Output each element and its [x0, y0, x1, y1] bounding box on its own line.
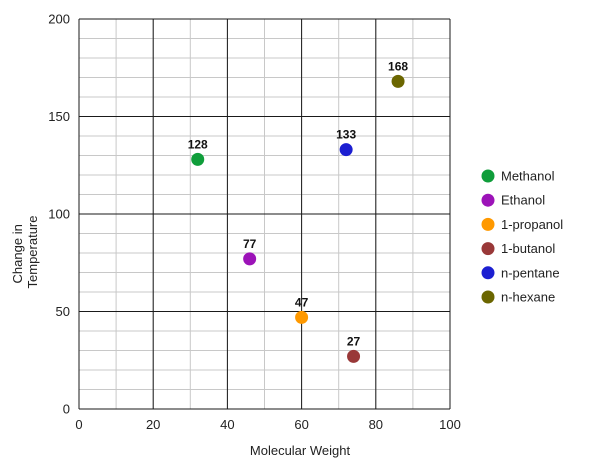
- data-label: 168: [388, 59, 408, 73]
- legend: Methanol Ethanol 1-propanol 1-butanol n-pent…: [481, 169, 563, 305]
- x-tick-label: 80: [369, 417, 383, 432]
- legend-marker: [481, 193, 495, 207]
- x-tick-label: 100: [439, 417, 461, 432]
- x-axis-ticks: 0 20 40 60 80 100: [75, 417, 460, 432]
- x-tick-label: 0: [75, 417, 82, 432]
- y-axis-label: Change in Temperature: [10, 216, 40, 289]
- legend-marker: [481, 217, 495, 231]
- data-point-ethanol: [243, 252, 257, 266]
- y-tick-label: 50: [56, 304, 70, 319]
- legend-marker: [481, 169, 495, 183]
- legend-label: 1-propanol: [501, 217, 563, 232]
- x-tick-label: 40: [220, 417, 234, 432]
- x-tick-label: 60: [294, 417, 308, 432]
- data-label: 77: [243, 237, 257, 251]
- data-point-n-hexane: [391, 74, 405, 88]
- data-label: 133: [336, 128, 356, 142]
- legend-label: 1-butanol: [501, 241, 555, 256]
- data-label: 47: [295, 295, 309, 309]
- y-tick-label: 100: [48, 207, 70, 222]
- y-tick-label: 150: [48, 109, 70, 124]
- y-tick-label: 200: [48, 12, 70, 27]
- y-axis-label-line-2: Temperature: [25, 216, 40, 289]
- legend-marker: [481, 242, 495, 256]
- x-tick-label: 20: [146, 417, 160, 432]
- legend-marker: [481, 266, 495, 280]
- legend-label: Methanol: [501, 169, 555, 184]
- legend-marker: [481, 290, 495, 304]
- data-point-methanol: [191, 152, 205, 166]
- data-label: 128: [188, 137, 208, 151]
- legend-label: Ethanol: [501, 193, 545, 208]
- y-axis-label-line-1: Change in: [10, 224, 25, 283]
- major-gridlines: [78, 18, 451, 410]
- data-point-1-propanol: [295, 310, 309, 324]
- data-point-n-pentane: [339, 143, 353, 157]
- legend-label: n-pentane: [501, 265, 560, 280]
- data-point-1-butanol: [347, 349, 361, 363]
- data-label: 27: [347, 334, 361, 348]
- y-axis-ticks: 0 50 100 150 200: [48, 12, 70, 417]
- legend-label: n-hexane: [501, 290, 555, 305]
- x-axis-label: Molecular Weight: [250, 443, 351, 458]
- y-tick-label: 0: [63, 402, 70, 417]
- data-points: 128 77 47 27 133 168: [188, 59, 408, 363]
